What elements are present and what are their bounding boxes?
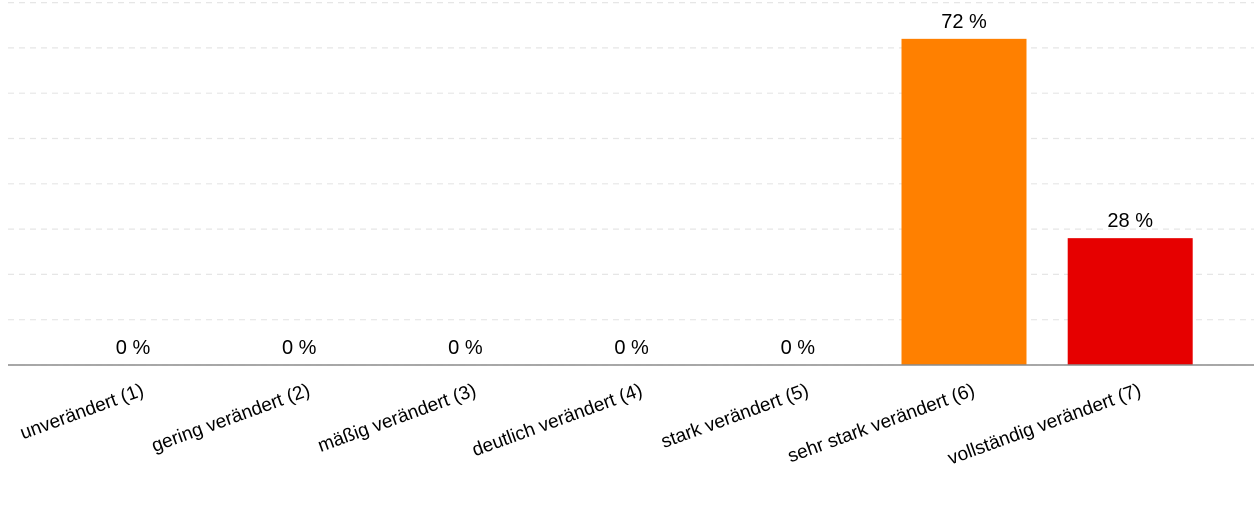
bars — [901, 38, 1193, 366]
bar-value-label: 0 % — [282, 337, 317, 359]
bar-value-label: 0 % — [448, 337, 483, 359]
x-tick-label: unverändert (1) — [17, 380, 146, 444]
x-tick-label: gering verändert (2) — [149, 380, 313, 457]
x-tick-labels: unverändert (1) gering verändert (2) mäßig… — [17, 380, 1143, 469]
bar-value-label: 28 % — [1107, 210, 1153, 232]
x-tick-label: mäßig verändert (3) — [315, 380, 479, 457]
bar-value-label: 0 % — [614, 337, 649, 359]
bar-value-label: 0 % — [116, 337, 151, 359]
x-tick-label: stark verändert (5) — [658, 380, 811, 453]
bar — [901, 38, 1027, 366]
x-tick-label: deutlich verändert (4) — [469, 380, 645, 461]
bar-value-label: 0 % — [781, 337, 816, 359]
value-labels: 0 % 0 % 0 % 0 % 0 % 72 % 28 % — [116, 11, 1153, 359]
bar — [1067, 238, 1193, 365]
gridlines — [8, 1, 1254, 366]
bar-value-label: 72 % — [941, 11, 987, 33]
